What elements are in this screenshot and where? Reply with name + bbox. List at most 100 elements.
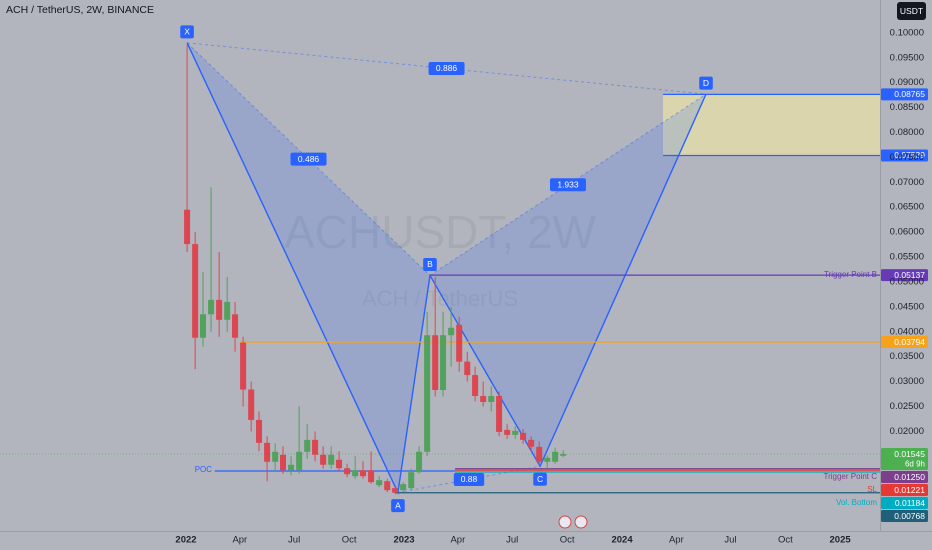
candle-body bbox=[456, 324, 463, 362]
candle-body bbox=[192, 244, 199, 338]
candle-body bbox=[544, 457, 551, 462]
price-label-box bbox=[881, 471, 928, 484]
candle-body bbox=[368, 470, 375, 483]
candle-body bbox=[536, 446, 543, 462]
y-tick-label: 0.06000 bbox=[890, 227, 924, 238]
candle-body bbox=[264, 442, 271, 462]
currency-label[interactable]: USDT bbox=[900, 6, 923, 16]
level-name: Trigger Point C bbox=[824, 472, 878, 481]
candle-body bbox=[552, 451, 559, 462]
candle-body bbox=[296, 451, 303, 471]
candle-body bbox=[320, 454, 327, 465]
pattern-ratio-label: 0.88 bbox=[461, 474, 478, 484]
watermark-subtitle: ACH / TetherUS bbox=[362, 286, 518, 311]
price-label: 0.07539 bbox=[894, 150, 925, 160]
pattern-ratio-line bbox=[429, 93, 707, 276]
pattern-triangle bbox=[429, 94, 707, 467]
y-tick-label: 0.10000 bbox=[890, 27, 924, 38]
candle-body bbox=[528, 439, 535, 447]
candle-body bbox=[280, 454, 287, 471]
candle-body bbox=[440, 335, 447, 391]
y-tick-label: 0.02000 bbox=[890, 426, 924, 437]
price-label-box bbox=[881, 497, 928, 510]
pattern-ratio-label: 0.486 bbox=[298, 154, 320, 164]
candle-body bbox=[288, 464, 295, 471]
candle-body bbox=[240, 342, 247, 390]
x-tick-label: Oct bbox=[342, 535, 357, 546]
price-label-box bbox=[881, 484, 928, 497]
y-tick-label: 0.09500 bbox=[890, 52, 924, 63]
x-tick-label: Jul bbox=[724, 535, 736, 546]
candle-body bbox=[199, 314, 206, 338]
candle-body bbox=[416, 451, 423, 473]
candle-body bbox=[408, 472, 415, 489]
price-label: 0.01545 bbox=[894, 449, 925, 459]
price-label-box bbox=[881, 336, 928, 349]
candle-body bbox=[448, 327, 455, 336]
x-tick-label: 2022 bbox=[175, 535, 196, 546]
y-tick-label: 0.04500 bbox=[890, 301, 924, 312]
pattern-point-label: A bbox=[395, 500, 401, 510]
y-tick-label: 0.08000 bbox=[890, 127, 924, 138]
candle-body bbox=[312, 439, 319, 455]
pattern-point-label: X bbox=[184, 27, 190, 37]
price-label-box bbox=[881, 510, 928, 523]
candle-body bbox=[480, 396, 487, 402]
x-tick-label: 2025 bbox=[830, 535, 852, 546]
price-label: 0.01221 bbox=[894, 485, 925, 495]
pattern-ratio-label: 1.933 bbox=[557, 180, 579, 190]
countdown-label: 6d 9h bbox=[905, 460, 925, 469]
pattern-point-label-box bbox=[423, 257, 437, 271]
pattern-point-label-box bbox=[533, 472, 547, 486]
pattern-point-label-box bbox=[699, 76, 713, 90]
candle-body bbox=[224, 301, 231, 320]
level-name: SL bbox=[867, 485, 877, 494]
poc-label: POC bbox=[195, 465, 213, 474]
price-label-box bbox=[881, 149, 928, 162]
x-tick-label: Apr bbox=[232, 535, 247, 546]
candle-body bbox=[464, 361, 471, 376]
target-zone bbox=[663, 94, 880, 156]
candle-body bbox=[384, 481, 391, 491]
candle-body bbox=[376, 480, 383, 486]
currency-button[interactable] bbox=[897, 2, 926, 20]
x-tick-label: Apr bbox=[450, 535, 465, 546]
candle-body bbox=[328, 454, 335, 465]
x-tick-label: 2024 bbox=[611, 535, 633, 546]
x-tick-label: 2023 bbox=[393, 535, 414, 546]
y-tick-label: 0.05500 bbox=[890, 252, 924, 263]
candle-body bbox=[520, 432, 527, 440]
plot: POC X A B C D 0.486 0.88 1.933 0.886 0.08765 0.0753… bbox=[0, 25, 928, 523]
y-tick-label: 0.07500 bbox=[890, 152, 924, 163]
price-label: 0.03794 bbox=[894, 337, 925, 347]
price-label: 0.08765 bbox=[894, 89, 925, 99]
y-tick-label: 0.02500 bbox=[890, 401, 924, 412]
pattern-triangle bbox=[187, 42, 430, 493]
y-tick-label: 0.06500 bbox=[890, 202, 924, 213]
candle-body bbox=[512, 430, 519, 435]
y-tick-label: 0.07000 bbox=[890, 177, 924, 188]
event-icons bbox=[558, 515, 588, 529]
watermark: ACHUSDT, 2W bbox=[284, 206, 596, 258]
y-tick-label: 0.04000 bbox=[890, 326, 924, 337]
candle-body bbox=[432, 335, 439, 391]
candle-body bbox=[360, 470, 367, 477]
candle-body bbox=[488, 396, 495, 402]
candle-body bbox=[344, 468, 351, 475]
x-tick-label: Jul bbox=[288, 535, 300, 546]
symbol-title: ACH / TetherUS, 2W, BINANCE bbox=[6, 4, 154, 16]
candle-body bbox=[424, 335, 431, 452]
candle-body bbox=[216, 299, 223, 320]
event-icon[interactable] bbox=[558, 515, 572, 529]
y-tick-label: 0.08500 bbox=[890, 102, 924, 113]
price-label: 0.01184 bbox=[895, 498, 925, 508]
y-tick-label: 0.05000 bbox=[890, 276, 924, 287]
event-icon[interactable] bbox=[574, 515, 588, 529]
pattern-ratio-label-box bbox=[549, 178, 586, 192]
price-label: 0.05137 bbox=[894, 270, 925, 280]
x-tick-label: Jul bbox=[506, 535, 518, 546]
x-tick-label: Oct bbox=[560, 535, 575, 546]
candle-body bbox=[496, 396, 503, 432]
